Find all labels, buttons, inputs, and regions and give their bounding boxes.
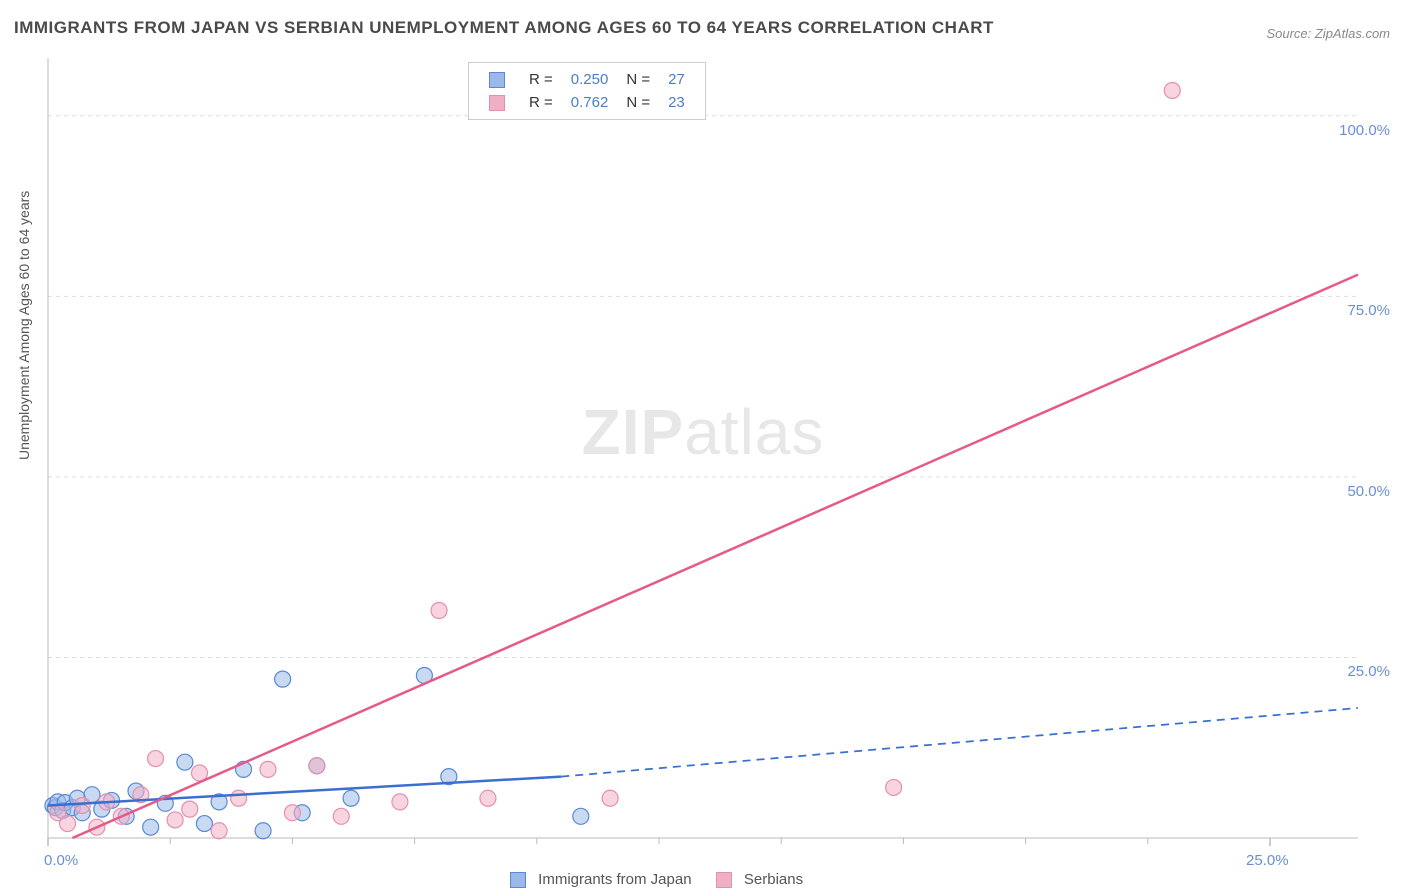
chart-container: IMMIGRANTS FROM JAPAN VS SERBIAN UNEMPLO… bbox=[0, 0, 1406, 892]
legend-row-japan: R = 0.250 N = 27 bbox=[481, 69, 693, 90]
n-value-serbians: 23 bbox=[660, 92, 693, 113]
correlation-legend: R = 0.250 N = 27 R = 0.762 N = 23 bbox=[468, 62, 706, 120]
x-tick-label: 0.0% bbox=[44, 852, 78, 869]
legend-label-serbians: Serbians bbox=[744, 871, 803, 888]
r-value-japan: 0.250 bbox=[563, 69, 617, 90]
y-tick-label: 50.0% bbox=[1347, 483, 1390, 500]
r-label: R = bbox=[521, 92, 561, 113]
r-label: R = bbox=[521, 69, 561, 90]
plot-area: ZIPatlas R = 0.250 N = 27 R = 0.762 N = … bbox=[48, 58, 1358, 838]
watermark-atlas: atlas bbox=[684, 396, 824, 468]
n-label: N = bbox=[618, 69, 658, 90]
swatch-serbians-bottom bbox=[716, 872, 732, 888]
swatch-japan-bottom bbox=[510, 872, 526, 888]
swatch-japan bbox=[489, 72, 505, 88]
series-legend: Immigrants from Japan Serbians bbox=[490, 871, 803, 888]
watermark-zip: ZIP bbox=[582, 396, 685, 468]
y-tick-label: 25.0% bbox=[1347, 663, 1390, 680]
watermark: ZIPatlas bbox=[582, 395, 825, 469]
x-tick-label: 25.0% bbox=[1246, 852, 1289, 869]
legend-row-serbians: R = 0.762 N = 23 bbox=[481, 92, 693, 113]
y-tick-label: 75.0% bbox=[1347, 302, 1390, 319]
y-tick-label: 100.0% bbox=[1339, 122, 1390, 139]
n-label: N = bbox=[618, 92, 658, 113]
r-value-serbians: 0.762 bbox=[563, 92, 617, 113]
n-value-japan: 27 bbox=[660, 69, 693, 90]
swatch-serbians bbox=[489, 95, 505, 111]
legend-label-japan: Immigrants from Japan bbox=[538, 871, 691, 888]
